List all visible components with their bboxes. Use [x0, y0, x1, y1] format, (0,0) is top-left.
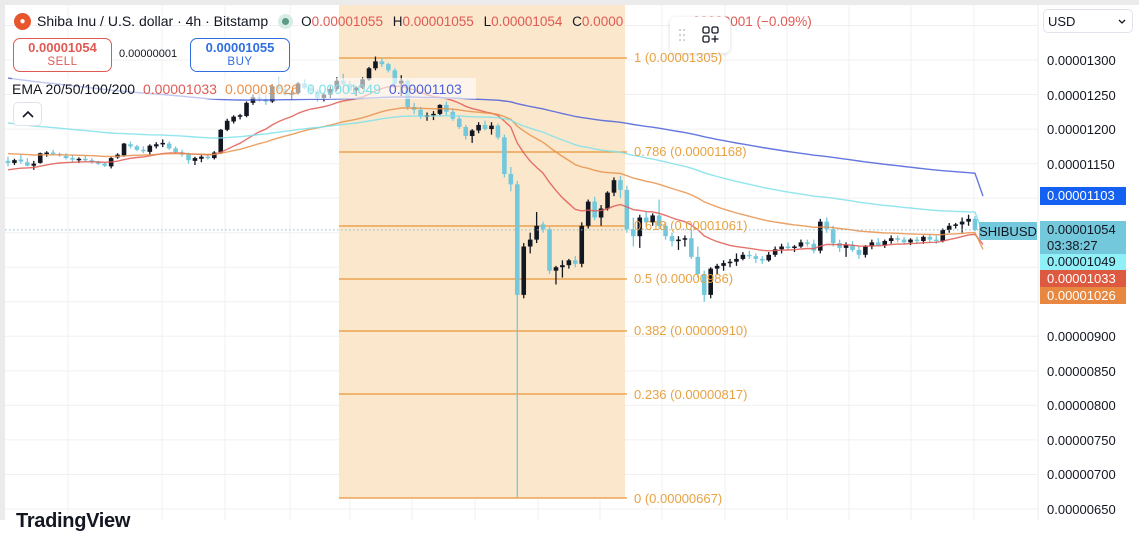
ema100-price-tag: 0.00001049 — [1040, 254, 1126, 270]
price-tick: 0.00000800 — [1047, 398, 1116, 413]
fib-label-0786: 0.786 (0.00001168) — [634, 144, 747, 159]
ema20-price-tag: 0.00001033 — [1040, 270, 1126, 287]
floating-toolbar[interactable] — [670, 17, 730, 53]
price-tick: 0.00000650 — [1047, 502, 1116, 517]
fib-label-05: 0.5 (0.00000986) — [634, 271, 734, 286]
market-status-icon[interactable] — [278, 13, 294, 29]
price-tick: 0.00000700 — [1047, 467, 1116, 482]
currency-value: USD — [1048, 13, 1076, 29]
fib-label-0618: 0.618 (0.00001061) — [634, 218, 748, 233]
symbol-tag: SHIBUSD — [979, 222, 1037, 240]
open-label: O — [301, 13, 312, 29]
add-widget-icon[interactable] — [702, 26, 720, 44]
shiba-coin-icon: ● — [14, 12, 31, 30]
low-label: L — [483, 13, 492, 29]
fib-label-0: 0 (0.00000667) — [634, 491, 723, 506]
high-label: H — [392, 13, 403, 29]
drag-handle-icon[interactable] — [678, 28, 686, 42]
spread-value: 0.00000001 — [119, 48, 178, 60]
buy-label: BUY — [227, 56, 253, 68]
last-price: 0.00001054 — [1047, 222, 1116, 237]
price-tick: 0.00001250 — [1047, 88, 1116, 103]
low-value: 0.00001054 — [491, 13, 563, 29]
close-label: C — [572, 13, 582, 29]
price-tick: 0.00001200 — [1047, 122, 1116, 137]
top-border — [0, 0, 1139, 5]
symbol-title: Shiba Inu / U.S. dollar · 4h · Bitstamp — [37, 13, 269, 29]
price-tick: 0.00001300 — [1047, 53, 1116, 68]
bar-countdown: 03:38:27 — [1047, 238, 1098, 253]
last-price-tag: 0.00001054 03:38:27 — [1040, 221, 1126, 254]
sell-label: SELL — [47, 56, 78, 68]
fib-label-1: 1 (0.00001305) — [634, 50, 723, 65]
tradingview-logo[interactable]: TradingView — [16, 510, 131, 532]
ema200-value: 0.00001103 — [388, 80, 462, 97]
price-tick: 0.00000900 — [1047, 329, 1116, 344]
fib-label-0236: 0.236 (0.00000817) — [634, 387, 748, 402]
fib-label-0382: 0.382 (0.00000910) — [634, 323, 748, 338]
buy-button[interactable]: 0.00001055 BUY — [190, 38, 290, 72]
chevron-up-icon — [21, 110, 34, 118]
open-value: 0.00001055 — [311, 13, 383, 29]
price-chart[interactable] — [0, 0, 1139, 520]
buy-price: 0.00001055 — [205, 40, 275, 55]
ema-name: EMA 20/50/100/200 — [12, 80, 135, 97]
ema200-price-tag: 0.00001103 — [1040, 187, 1126, 205]
chevron-down-icon — [1118, 19, 1126, 24]
ohlc-values: O0.00001055 H0.00001055 L0.00001054 C0.0… — [301, 14, 812, 29]
collapse-legend-button[interactable] — [13, 102, 42, 126]
price-tick: 0.00000850 — [1047, 364, 1116, 379]
price-tick: 0.00001150 — [1047, 157, 1115, 172]
ema20-value: 0.00001033 — [143, 80, 217, 97]
left-border — [0, 0, 5, 520]
high-value: 0.00001055 — [402, 13, 474, 29]
price-tick: 0.00000750 — [1047, 433, 1116, 448]
close-value: 0.0000 — [581, 13, 624, 29]
ema-legend[interactable]: EMA 20/50/100/200 0.00001033 0.00001026 … — [12, 78, 476, 99]
ema50-value: 0.00001026 — [224, 80, 299, 97]
sell-price: 0.00001054 — [28, 40, 97, 55]
currency-select[interactable]: USD — [1043, 9, 1133, 33]
sell-button[interactable]: 0.00001054 SELL — [13, 38, 112, 72]
ema100-value: 0.00001049 — [306, 80, 381, 97]
ema50-price-tag: 0.00001026 — [1040, 287, 1126, 304]
